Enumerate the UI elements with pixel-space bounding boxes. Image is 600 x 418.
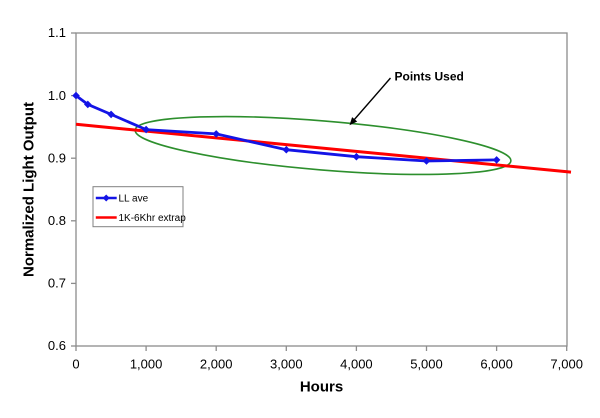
- svg-text:3,000: 3,000: [270, 357, 303, 372]
- svg-text:0.7: 0.7: [48, 276, 66, 291]
- svg-text:0.6: 0.6: [48, 338, 66, 353]
- svg-text:7,000: 7,000: [550, 357, 583, 372]
- svg-text:2,000: 2,000: [200, 357, 233, 372]
- svg-text:1.0: 1.0: [48, 88, 66, 103]
- svg-text:0.8: 0.8: [48, 213, 66, 228]
- svg-text:6,000: 6,000: [480, 357, 513, 372]
- svg-text:1,000: 1,000: [130, 357, 163, 372]
- svg-text:LL ave: LL ave: [119, 194, 149, 205]
- svg-text:4,000: 4,000: [340, 357, 373, 372]
- svg-text:5,000: 5,000: [410, 357, 443, 372]
- svg-text:Hours: Hours: [300, 378, 343, 395]
- svg-text:0: 0: [72, 357, 79, 372]
- svg-text:0.9: 0.9: [48, 150, 66, 165]
- svg-text:Points Used: Points Used: [395, 70, 464, 84]
- svg-text:1.1: 1.1: [48, 25, 66, 40]
- svg-text:Normalized Light Output: Normalized Light Output: [21, 102, 38, 277]
- svg-text:1K-6Khr extrap: 1K-6Khr extrap: [119, 213, 187, 224]
